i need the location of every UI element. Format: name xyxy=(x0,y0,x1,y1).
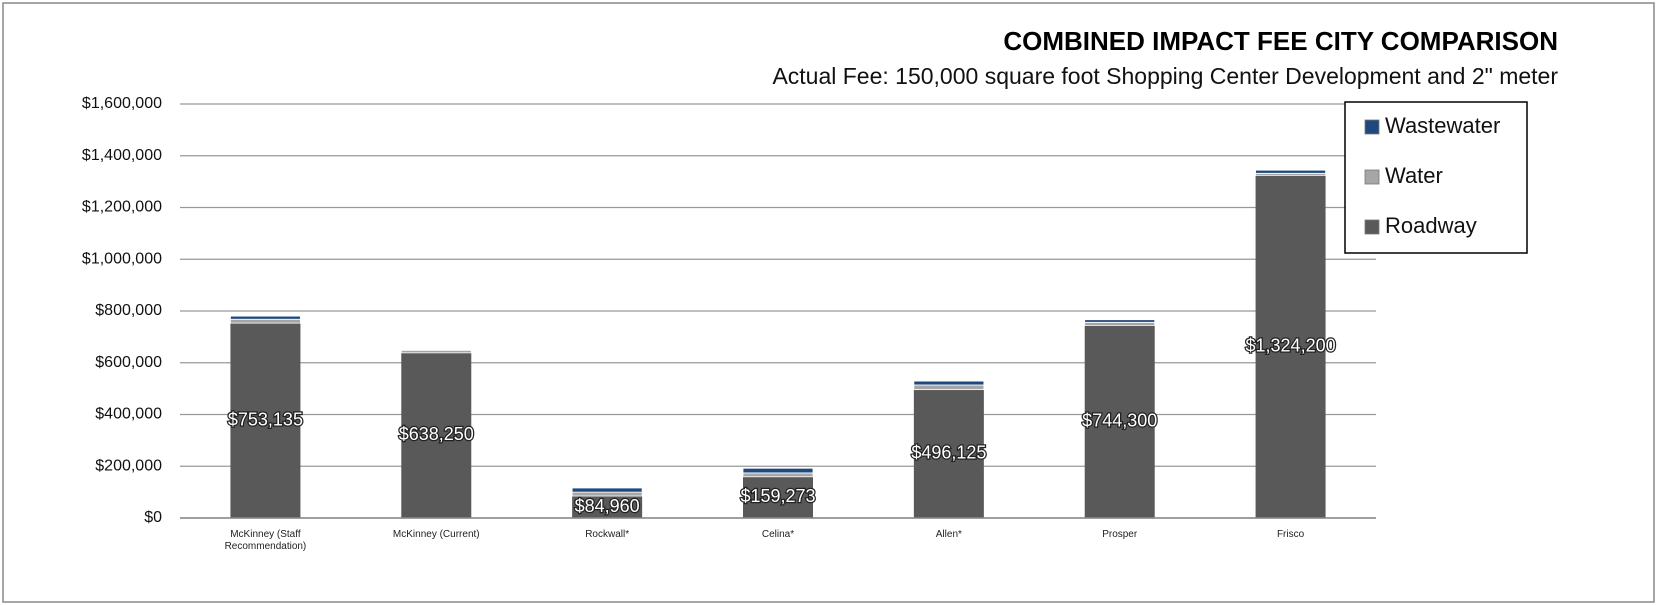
bar-segment xyxy=(1084,319,1156,323)
bar-segment xyxy=(742,472,814,478)
y-tick-label: $1,200,000 xyxy=(82,199,162,216)
bar-segment xyxy=(742,467,814,474)
legend-label: Wastewater xyxy=(1385,113,1500,138)
bar-segment xyxy=(913,380,985,386)
bar-segment xyxy=(1255,175,1326,518)
bar-segment xyxy=(743,476,813,518)
data-label: $159,273 xyxy=(740,486,815,506)
legend-swatch xyxy=(1364,219,1380,235)
bar-segment xyxy=(401,352,472,518)
legend-swatch xyxy=(1364,119,1380,135)
bar-segment xyxy=(400,349,472,351)
legend-label: Water xyxy=(1385,163,1443,188)
x-tick-label: Rockwall* xyxy=(585,529,630,540)
y-tick-label: $1,600,000 xyxy=(82,95,162,112)
y-tick-label: $400,000 xyxy=(95,406,162,423)
data-label: $1,324,200 xyxy=(1246,335,1336,355)
data-label: $638,250 xyxy=(399,424,474,444)
x-tick-label: Prosper xyxy=(1102,529,1138,540)
bar-segment xyxy=(1084,325,1155,518)
legend-label: Roadway xyxy=(1385,213,1477,238)
data-label: $744,300 xyxy=(1082,410,1157,430)
x-tick-label: Allen* xyxy=(935,529,962,540)
bar-segment xyxy=(230,315,301,320)
data-label: $753,135 xyxy=(228,409,303,429)
y-tick-label: $1,000,000 xyxy=(82,250,162,267)
x-tick-label: McKinney (Current) xyxy=(392,529,480,540)
legend-swatch xyxy=(1364,169,1380,185)
chart-title: COMBINED IMPACT FEE CITY COMPARISON xyxy=(1003,26,1558,56)
x-tick-label: Frisco xyxy=(1276,529,1305,540)
bar-segment xyxy=(572,496,643,518)
y-tick-label: $1,400,000 xyxy=(82,147,162,164)
bar-segment xyxy=(913,384,985,391)
y-tick-label: $600,000 xyxy=(95,354,162,371)
bar-segment xyxy=(1084,321,1156,326)
x-tick-label: Celina* xyxy=(761,529,795,540)
y-tick-label: $0 xyxy=(144,509,162,526)
y-tick-label: $200,000 xyxy=(95,457,162,474)
y-tick-label: $800,000 xyxy=(95,302,162,319)
data-label: $84,960 xyxy=(575,496,640,516)
bar-segment xyxy=(230,323,301,518)
bar-segment xyxy=(1255,169,1326,174)
bar-segment xyxy=(571,487,643,493)
chart-subtitle: Actual Fee: 150,000 square foot Shopping… xyxy=(772,63,1558,89)
data-label: $496,125 xyxy=(911,443,986,463)
bar-segment xyxy=(230,318,301,324)
bar-segment xyxy=(913,389,984,518)
x-tick-label: McKinney (Staff Recommendation) xyxy=(224,529,307,552)
